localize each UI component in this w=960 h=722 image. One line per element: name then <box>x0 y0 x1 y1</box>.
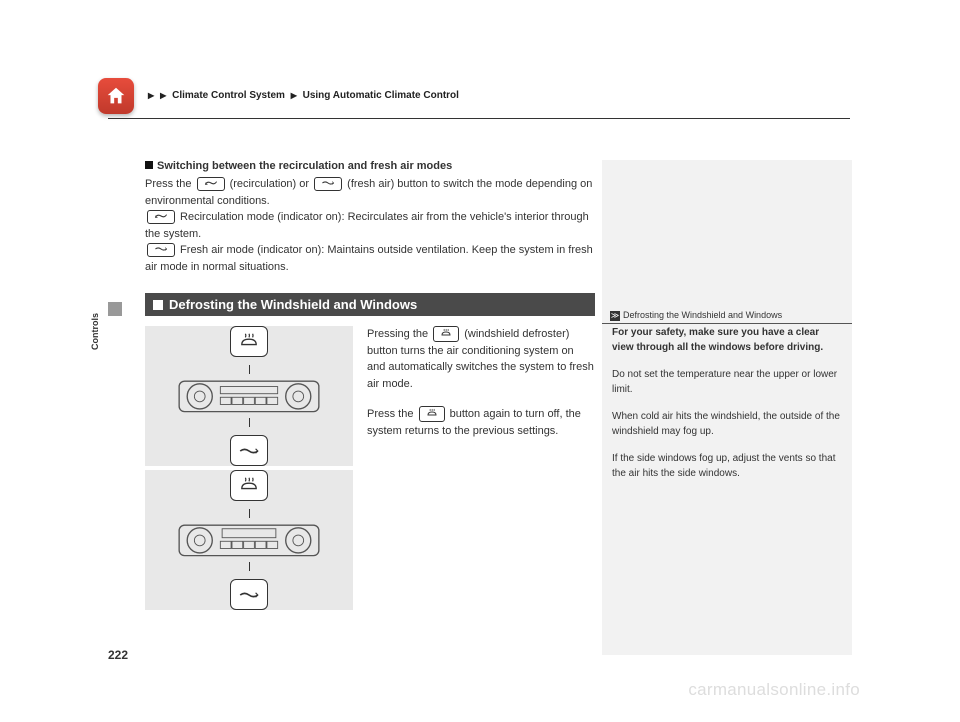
info-icon: ≫ <box>610 311 620 321</box>
lead-line <box>249 418 250 427</box>
sidebar-warning: For your safety, make sure you have a cl… <box>612 325 842 355</box>
main-content: Switching between the recirculation and … <box>145 160 595 614</box>
section2-heading-bar: Defrosting the Windshield and Windows <box>145 293 595 316</box>
info-sidebar: ≫Defrosting the Windshield and Windows F… <box>602 160 852 655</box>
breadcrumb-level1: Climate Control System <box>172 90 285 101</box>
section1-heading: Switching between the recirculation and … <box>145 160 595 172</box>
breadcrumb-level2: Using Automatic Climate Control <box>303 90 459 101</box>
bullet-square-icon <box>145 161 153 169</box>
defrost-callout-icon <box>230 470 268 501</box>
fresh-air-icon <box>147 243 175 257</box>
fresh-air-icon <box>314 177 342 191</box>
sidebar-p3: If the side windows fog up, adjust the v… <box>612 451 842 481</box>
defrost-callout-icon <box>230 326 268 357</box>
lead-line <box>249 509 250 518</box>
section1-body: Press the (recirculation) or (fresh air)… <box>145 176 595 275</box>
side-tab <box>108 302 122 316</box>
climate-panel-diagram-1 <box>145 326 353 466</box>
breadcrumb-arrow: ▶ <box>291 91 297 100</box>
watermark: carmanualsonline.info <box>688 680 860 700</box>
divider <box>108 118 850 119</box>
lead-line <box>249 365 250 374</box>
bullet-square-icon <box>153 300 163 310</box>
defrost-icon <box>419 406 445 422</box>
section2-body: Pressing the (windshield defroster) butt… <box>367 326 595 614</box>
diagram-stack <box>145 326 353 614</box>
breadcrumb-arrow: ▶ <box>160 91 166 100</box>
home-icon[interactable] <box>98 78 134 114</box>
defrost-icon <box>433 326 459 342</box>
recirc-icon <box>147 210 175 224</box>
breadcrumb-arrow: ▶ <box>148 91 154 100</box>
climate-panel-svg <box>169 518 329 563</box>
breadcrumb: ▶ ▶ Climate Control System ▶ Using Automa… <box>145 90 459 101</box>
page-number: 222 <box>108 648 128 662</box>
sidebar-content: For your safety, make sure you have a cl… <box>612 325 842 493</box>
climate-panel-svg <box>169 374 329 419</box>
side-label: Controls <box>90 313 100 350</box>
fresh-air-callout-icon <box>230 579 268 610</box>
climate-panel-diagram-2 <box>145 470 353 610</box>
sidebar-header: ≫Defrosting the Windshield and Windows <box>602 308 852 324</box>
recirc-icon <box>197 177 225 191</box>
lead-line <box>249 562 250 571</box>
sidebar-p1: Do not set the temperature near the uppe… <box>612 367 842 397</box>
sidebar-p2: When cold air hits the windshield, the o… <box>612 409 842 439</box>
fresh-air-callout-icon <box>230 435 268 466</box>
section2-columns: Pressing the (windshield defroster) butt… <box>145 326 595 614</box>
